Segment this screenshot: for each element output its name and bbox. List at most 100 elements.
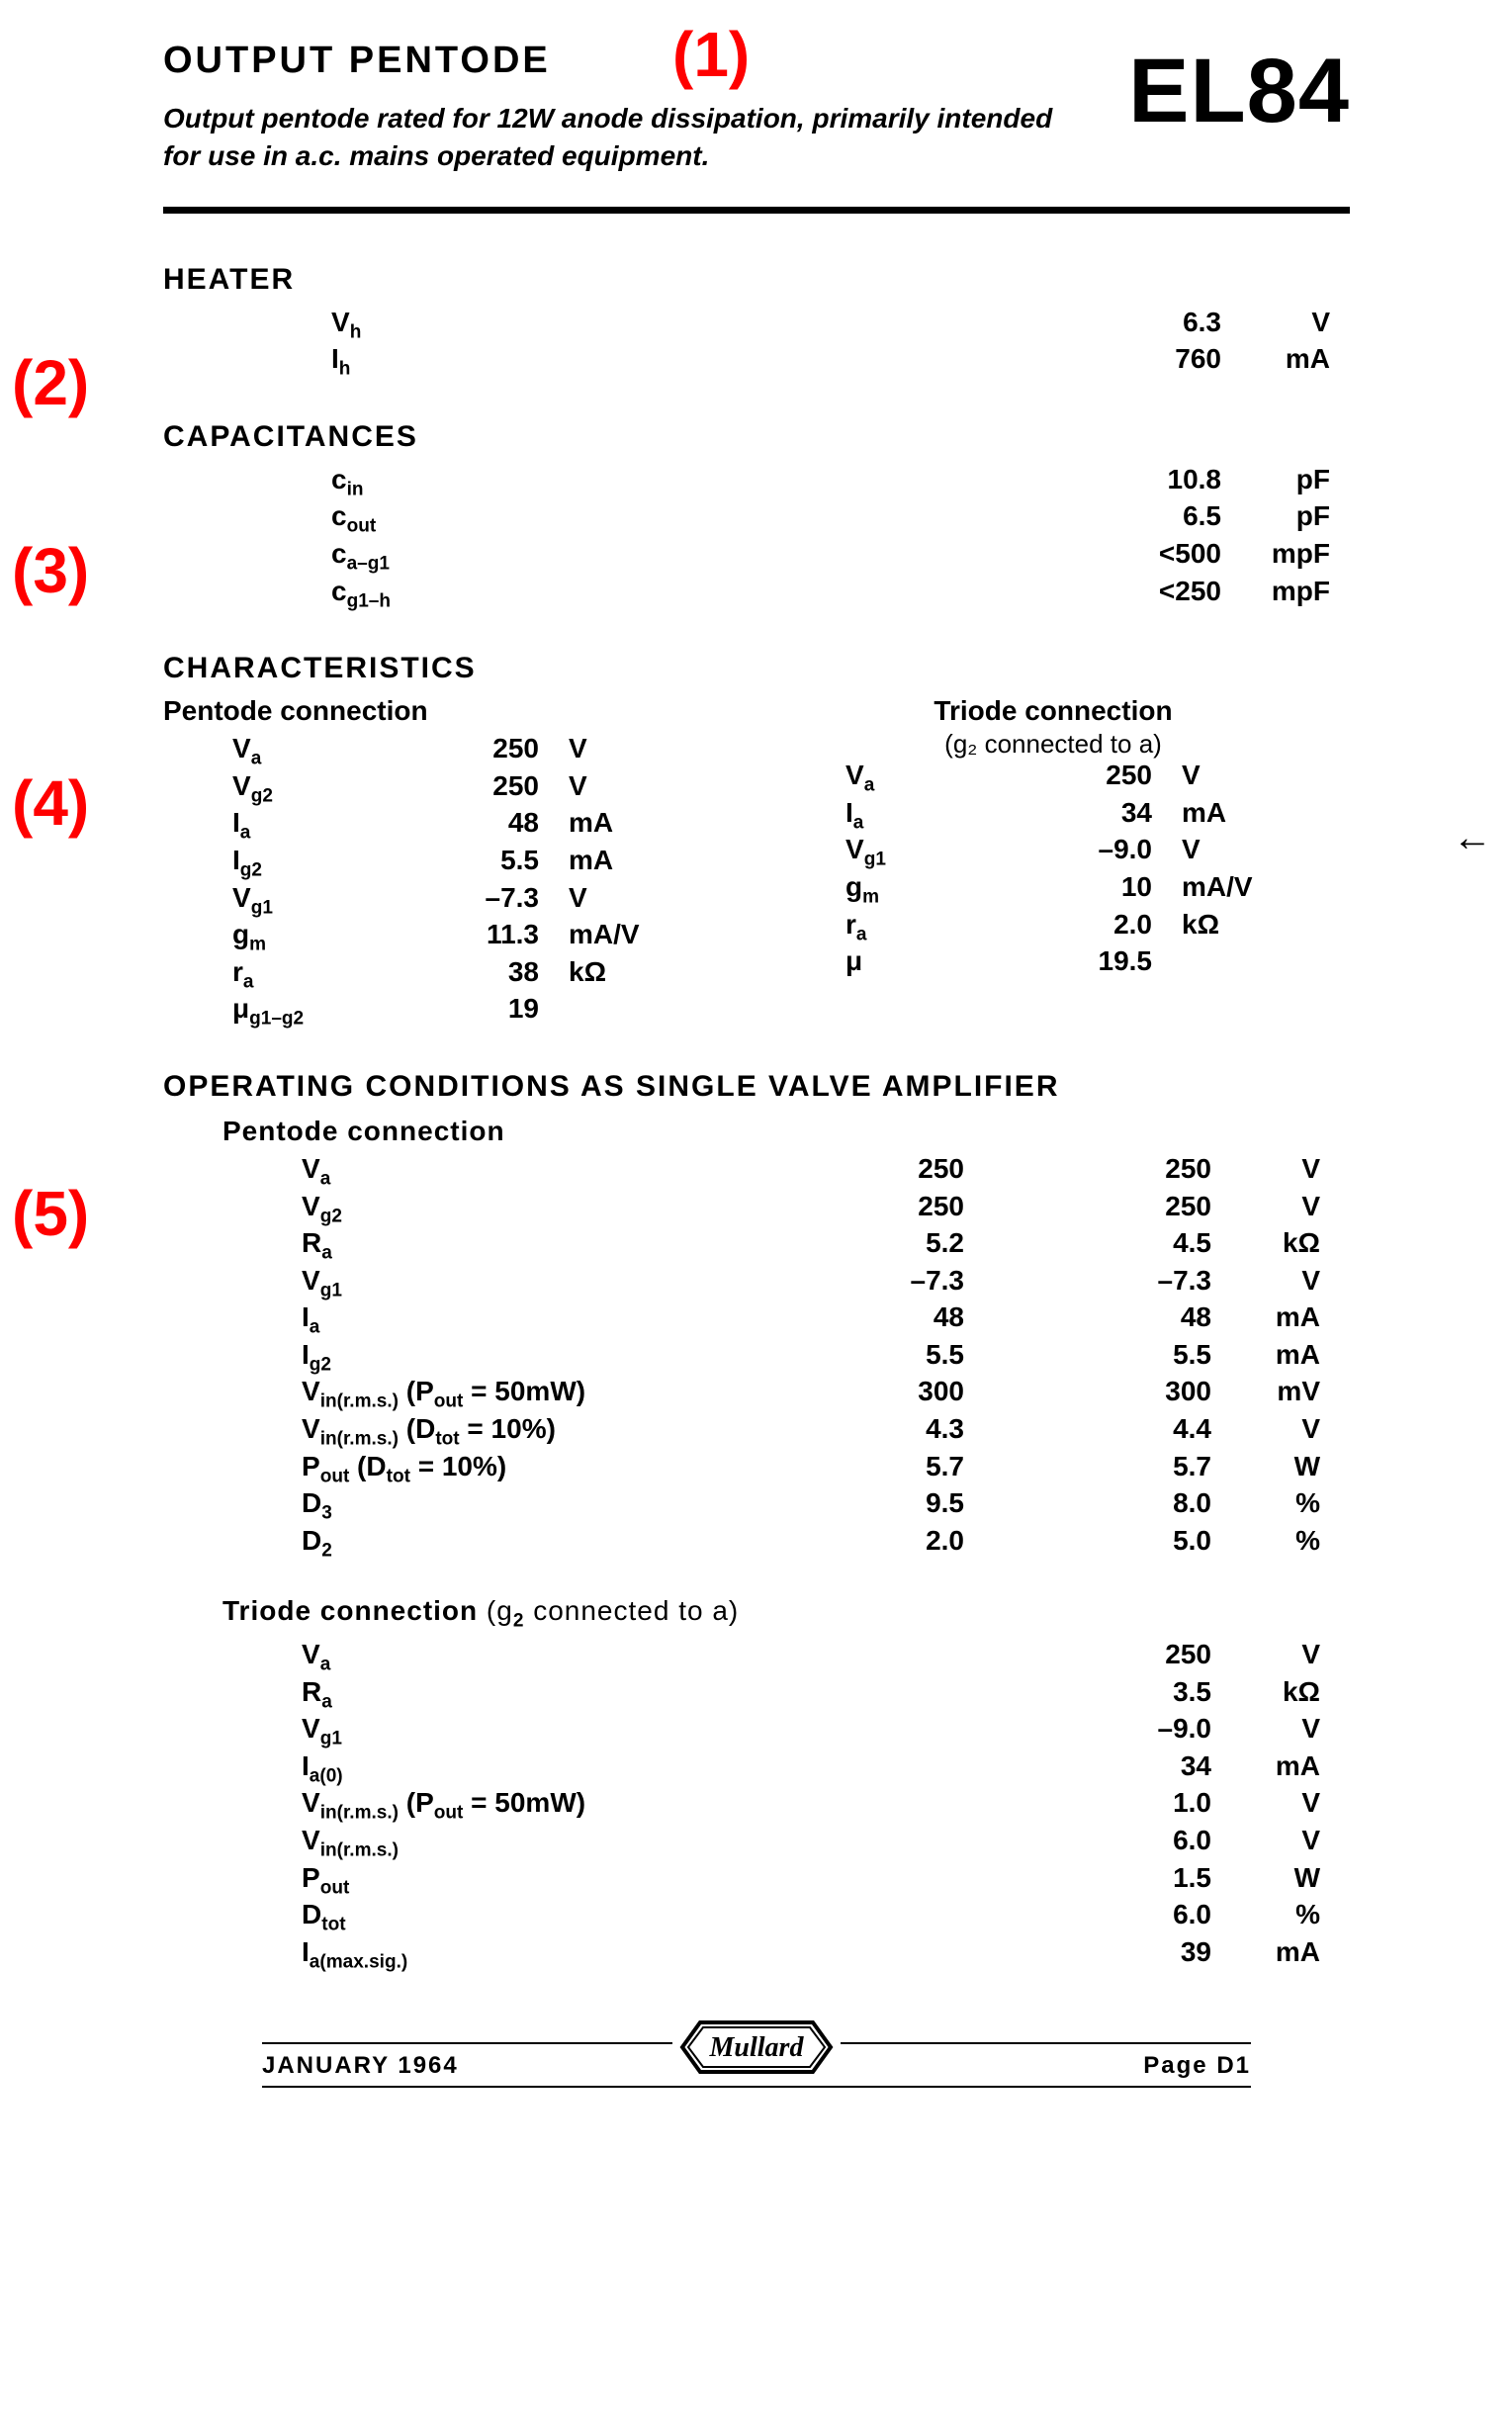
char-pentode-col: Pentode connection Va250VVg2250VIa48mAIg…	[163, 695, 717, 1031]
brand-logo: Mullard	[672, 2013, 841, 2082]
symbol: Vg2	[222, 1191, 796, 1228]
symbol: Ra	[222, 1227, 796, 1265]
footer-page: Page D1	[1143, 2052, 1251, 2080]
value: <250	[1063, 576, 1221, 613]
data-row: Ia4848mA	[222, 1301, 1350, 1339]
data-row: Ia34mA	[776, 797, 1330, 835]
symbol: D2	[222, 1525, 796, 1563]
value-col1: 250	[796, 1191, 964, 1228]
symbol: Ih	[163, 343, 667, 381]
unit	[539, 993, 687, 1031]
value-col1: 300	[796, 1376, 964, 1413]
unit: mA	[1152, 797, 1300, 835]
data-row: μg1–g219	[163, 993, 717, 1031]
unit: mA	[1211, 1339, 1330, 1377]
footer-date: JANUARY 1964	[262, 2052, 459, 2080]
char-triode-heading: Triode connection	[776, 695, 1330, 727]
unit: kΩ	[1211, 1227, 1330, 1265]
unit: V	[1211, 1413, 1330, 1451]
value-col2: 5.5	[964, 1339, 1211, 1377]
annotation-1: (1)	[672, 18, 750, 91]
value-col2: 300	[964, 1376, 1211, 1413]
symbol: Vg1	[163, 882, 391, 920]
datasheet-page: (1) (2) (3) (4) (5) ← OUTPUT PENTODE Out…	[0, 0, 1512, 2421]
data-row: ra38kΩ	[163, 956, 717, 994]
value: 39	[816, 1936, 1211, 1974]
symbol: Vg1	[776, 834, 1004, 871]
data-row: Va250V	[163, 733, 717, 770]
unit: V	[539, 733, 687, 770]
unit: mA	[539, 807, 687, 845]
unit: mV	[1211, 1376, 1330, 1413]
value: –7.3	[391, 882, 539, 920]
unit: V	[1221, 307, 1350, 344]
characteristics-columns: Pentode connection Va250VVg2250VIa48mAIg…	[163, 695, 1350, 1031]
unit: kΩ	[539, 956, 687, 994]
symbol: Pout	[222, 1862, 816, 1900]
data-row: cin10.8pF	[163, 464, 1350, 501]
value-col1: 250	[796, 1153, 964, 1191]
unit: %	[1211, 1899, 1330, 1936]
data-row: Vin(r.m.s.) (Pout = 50mW)1.0V	[222, 1787, 1350, 1825]
value-col1: 5.5	[796, 1339, 964, 1377]
data-row: Dtot6.0%	[222, 1899, 1350, 1936]
value: 250	[391, 770, 539, 808]
symbol: cg1–h	[163, 576, 667, 613]
value: 760	[1063, 343, 1221, 381]
unit: V	[539, 770, 687, 808]
value-col2: 4.4	[964, 1413, 1211, 1451]
data-row: Ia(max.sig.)39mA	[222, 1936, 1350, 1974]
value: 34	[816, 1750, 1211, 1788]
operating-section: OPERATING CONDITIONS AS SINGLE VALVE AMP…	[163, 1070, 1350, 1973]
unit: V	[1211, 1713, 1330, 1750]
annotation-4: (4)	[12, 766, 89, 840]
data-row: ra2.0kΩ	[776, 909, 1330, 946]
unit: kΩ	[1152, 909, 1300, 946]
char-pentode-table: Va250VVg2250VIa48mAIg25.5mAVg1–7.3Vgm11.…	[163, 733, 717, 1031]
symbol: ra	[776, 909, 1004, 946]
unit: W	[1211, 1862, 1330, 1900]
char-pentode-heading: Pentode connection	[163, 695, 717, 727]
value-col2: 4.5	[964, 1227, 1211, 1265]
unit: pF	[1221, 500, 1350, 538]
value: <500	[1063, 538, 1221, 576]
symbol: ca–g1	[163, 538, 667, 576]
unit: V	[1211, 1191, 1330, 1228]
arrow-marker: ←	[1453, 816, 1492, 860]
unit: V	[1211, 1265, 1330, 1302]
data-row: Ia(0)34mA	[222, 1750, 1350, 1788]
symbol: gm	[776, 871, 1004, 909]
unit: %	[1211, 1525, 1330, 1563]
data-row: Vg2250V	[163, 770, 717, 808]
value-col1: –7.3	[796, 1265, 964, 1302]
data-row: Ig25.5mA	[163, 845, 717, 882]
unit: mA	[1211, 1936, 1330, 1974]
data-row: Vg1–9.0V	[222, 1713, 1350, 1750]
symbol: Ia	[776, 797, 1004, 835]
value: 1.5	[816, 1862, 1211, 1900]
value: –9.0	[1004, 834, 1152, 871]
content-area: OUTPUT PENTODE Output pentode rated for …	[163, 40, 1350, 2088]
operating-triode-heading: Triode connection (g2 connected to a)	[222, 1595, 1350, 1633]
unit: V	[1211, 1153, 1330, 1191]
unit: W	[1211, 1451, 1330, 1488]
data-row: Vin(r.m.s.) (Dtot = 10%)4.34.4V	[222, 1413, 1350, 1451]
value: 48	[391, 807, 539, 845]
symbol: Vg1	[222, 1265, 796, 1302]
data-row: Va250V	[222, 1639, 1350, 1676]
unit: mA/V	[1152, 871, 1300, 909]
symbol: Va	[163, 733, 391, 770]
value-col2: 8.0	[964, 1487, 1211, 1525]
unit: V	[1152, 834, 1300, 871]
unit: mpF	[1221, 538, 1350, 576]
data-row: Vg2250250V	[222, 1191, 1350, 1228]
data-row: Ra3.5kΩ	[222, 1676, 1350, 1714]
main-title: OUTPUT PENTODE	[163, 40, 1053, 82]
symbol: Vh	[163, 307, 667, 344]
annotation-2: (2)	[12, 346, 89, 419]
unit: mA	[1221, 343, 1350, 381]
value-col2: 250	[964, 1191, 1211, 1228]
symbol: Pout (Dtot = 10%)	[222, 1451, 796, 1488]
unit: mA	[1211, 1301, 1330, 1339]
data-row: cout6.5pF	[163, 500, 1350, 538]
